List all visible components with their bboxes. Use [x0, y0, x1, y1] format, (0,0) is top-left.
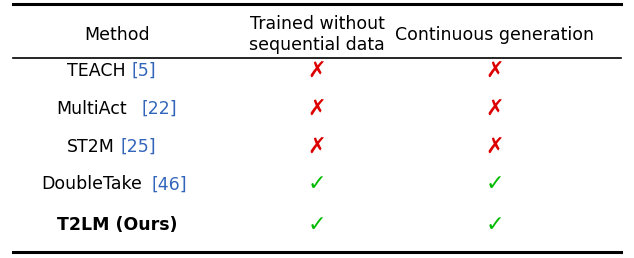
Text: ✗: ✗ — [485, 99, 504, 119]
Text: Continuous generation: Continuous generation — [395, 26, 594, 44]
Text: TEACH: TEACH — [67, 62, 126, 80]
Text: ✓: ✓ — [307, 174, 327, 195]
Text: MultiAct: MultiAct — [56, 100, 127, 118]
Text: ✗: ✗ — [485, 61, 504, 81]
Text: ST2M: ST2M — [67, 138, 115, 156]
Text: T2LM (Ours): T2LM (Ours) — [57, 216, 178, 234]
Text: Trained without
sequential data: Trained without sequential data — [249, 15, 385, 54]
Text: ✗: ✗ — [307, 99, 327, 119]
Text: [22]: [22] — [141, 100, 177, 118]
Text: ✗: ✗ — [307, 136, 327, 157]
Text: ✓: ✓ — [485, 215, 504, 235]
Text: ✓: ✓ — [307, 215, 327, 235]
Text: Method: Method — [84, 26, 150, 44]
Text: DoubleTake: DoubleTake — [41, 175, 141, 194]
Text: ✓: ✓ — [485, 174, 504, 195]
Text: ✗: ✗ — [485, 136, 504, 157]
Text: [5]: [5] — [131, 62, 155, 80]
Text: [46]: [46] — [152, 175, 187, 194]
Text: ✗: ✗ — [307, 61, 327, 81]
Text: [25]: [25] — [120, 138, 156, 156]
